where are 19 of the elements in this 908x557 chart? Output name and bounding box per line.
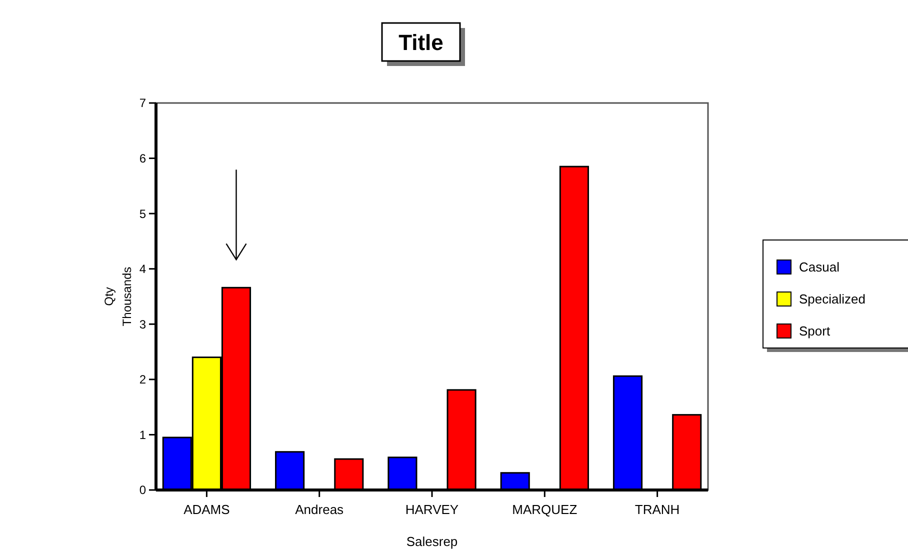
x-tick-label: Andreas: [295, 502, 344, 517]
y-tick-label: 4: [139, 262, 146, 276]
chart-title: Title: [398, 30, 444, 55]
x-tick-label: TRANH: [634, 502, 680, 517]
x-tick-label: MARQUEZ: [512, 502, 578, 517]
x-axis-title: Salesrep: [406, 534, 458, 549]
y-tick-label: 6: [139, 151, 146, 166]
y-tick-label: 3: [139, 317, 146, 332]
y-tick-label: 2: [139, 372, 146, 387]
x-tick-label: ADAMS: [184, 502, 230, 517]
legend-label: Casual: [799, 260, 840, 275]
y-tick-label: 5: [139, 206, 146, 221]
x-tick-label: HARVEY: [405, 502, 459, 517]
y-tick-label: 0: [139, 483, 146, 498]
legend-label: Specialized: [799, 292, 866, 307]
y-axis-title: Qty Thousands: [102, 266, 134, 326]
y-tick-label: 7: [139, 96, 146, 110]
y-tick-label: 1: [139, 428, 146, 442]
legend-label: Sport: [799, 324, 830, 339]
